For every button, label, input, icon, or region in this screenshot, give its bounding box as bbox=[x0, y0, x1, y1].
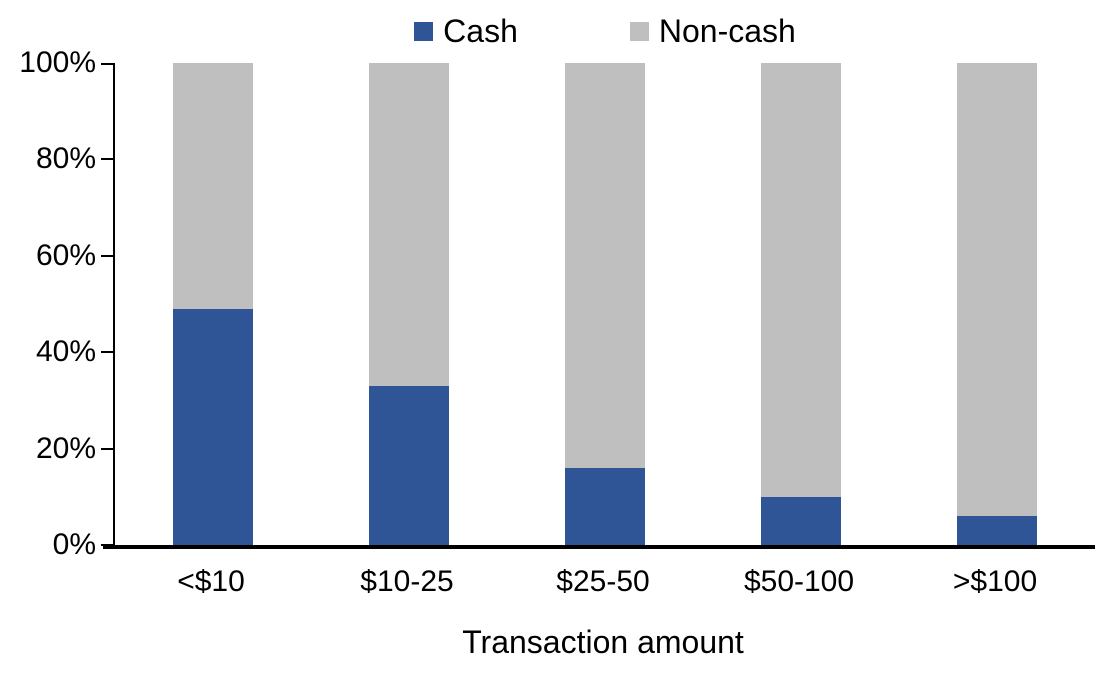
noncash-legend-swatch bbox=[629, 21, 649, 41]
bar-column bbox=[369, 63, 449, 545]
y-tick-label: 80% bbox=[35, 142, 96, 176]
y-tick-mark bbox=[101, 254, 113, 257]
bar-segment-noncash bbox=[369, 63, 449, 386]
y-tick-mark bbox=[101, 63, 113, 65]
x-tick-label: $50-100 bbox=[743, 565, 855, 598]
bar-segment-cash bbox=[565, 467, 645, 545]
x-tick-label: <$10 bbox=[177, 565, 245, 598]
bar-column bbox=[761, 63, 841, 545]
y-tick-label: 60% bbox=[35, 238, 96, 272]
x-tick-label: >$100 bbox=[952, 565, 1038, 598]
y-tick-mark bbox=[101, 158, 113, 161]
y-tick-label: 20% bbox=[35, 431, 96, 465]
bar-segment-cash bbox=[761, 496, 841, 545]
cash-legend-swatch bbox=[414, 21, 434, 41]
bar-column bbox=[173, 63, 253, 545]
x-axis-line bbox=[103, 545, 1095, 549]
bar-column bbox=[565, 63, 645, 545]
legend: Cash Non-cash bbox=[115, 10, 1095, 52]
x-axis-labels: <$10 $10-25 $25-50 $50-100 >$100 bbox=[113, 567, 1093, 607]
bar-segment-cash bbox=[957, 516, 1037, 545]
y-tick-mark bbox=[101, 447, 113, 450]
bar-column bbox=[957, 63, 1037, 545]
bar-segment-noncash bbox=[565, 63, 645, 468]
noncash-legend-label: Non-cash bbox=[658, 13, 796, 49]
y-axis-labels: 0% 20% 40% 60% 80% 100% bbox=[0, 48, 96, 560]
y-tick-label: 40% bbox=[35, 335, 96, 369]
y-tick-label: 100% bbox=[19, 46, 96, 79]
x-tick-label: $10-25 bbox=[360, 565, 454, 598]
legend-item-cash: Cash bbox=[414, 15, 518, 47]
x-axis-title: Transaction amount bbox=[462, 624, 744, 660]
y-tick-mark bbox=[101, 351, 113, 354]
bar-segment-cash bbox=[173, 308, 253, 545]
cash-legend-label: Cash bbox=[443, 13, 518, 49]
y-tick-label: 0% bbox=[52, 528, 96, 561]
legend-item-noncash: Non-cash bbox=[629, 13, 796, 49]
bar-segment-noncash bbox=[957, 63, 1037, 517]
bar-segment-noncash bbox=[761, 63, 841, 497]
x-tick-label: $25-50 bbox=[556, 565, 650, 598]
plot-area bbox=[101, 63, 1095, 549]
bar-segment-cash bbox=[369, 385, 449, 545]
bar-segment-noncash bbox=[173, 63, 253, 309]
y-tick-mark bbox=[101, 544, 113, 546]
